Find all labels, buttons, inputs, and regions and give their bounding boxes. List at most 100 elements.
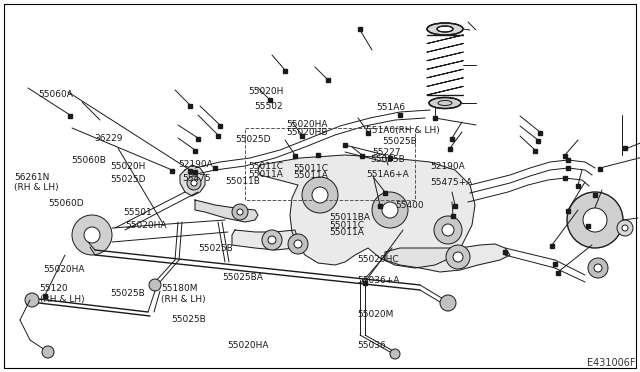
Text: 55020HA: 55020HA: [287, 121, 328, 129]
Text: 55036: 55036: [357, 341, 386, 350]
Bar: [576, 184, 580, 188]
Bar: [245, 128, 415, 200]
Polygon shape: [232, 230, 298, 250]
Text: 55060B: 55060B: [72, 156, 106, 165]
Bar: [383, 191, 387, 195]
Ellipse shape: [429, 97, 461, 109]
Text: 55036+A: 55036+A: [357, 276, 399, 285]
Bar: [398, 113, 402, 117]
Bar: [536, 139, 540, 143]
Bar: [593, 193, 596, 197]
Circle shape: [237, 209, 243, 215]
Circle shape: [262, 230, 282, 250]
Ellipse shape: [437, 26, 453, 32]
Bar: [316, 153, 320, 157]
Polygon shape: [180, 165, 205, 196]
Text: 55060D: 55060D: [48, 199, 84, 208]
Bar: [284, 69, 287, 73]
Text: 55020HC: 55020HC: [357, 255, 399, 264]
Bar: [378, 204, 381, 208]
Text: 551A0(RH & LH): 551A0(RH & LH): [366, 126, 440, 135]
Text: 52190A: 52190A: [178, 160, 212, 169]
Text: 55025B: 55025B: [383, 137, 417, 146]
Bar: [533, 149, 537, 153]
Circle shape: [382, 202, 398, 218]
Bar: [453, 204, 457, 208]
Text: 52190A: 52190A: [430, 162, 465, 171]
Text: 55025B: 55025B: [172, 315, 206, 324]
Text: 55502: 55502: [255, 102, 284, 110]
Bar: [170, 169, 173, 173]
Text: 55025BA: 55025BA: [223, 273, 264, 282]
Text: 55025B: 55025B: [198, 244, 233, 253]
Bar: [364, 281, 367, 285]
Bar: [193, 149, 196, 153]
Text: 55475: 55475: [182, 174, 211, 183]
Circle shape: [187, 176, 201, 190]
Text: 55025D: 55025D: [236, 135, 271, 144]
Circle shape: [372, 192, 408, 228]
Bar: [358, 27, 362, 31]
Bar: [503, 250, 507, 254]
Bar: [366, 131, 370, 135]
Text: 55020H: 55020H: [110, 162, 145, 171]
Bar: [566, 166, 570, 170]
Circle shape: [25, 293, 39, 307]
Circle shape: [446, 245, 470, 269]
Circle shape: [268, 236, 276, 244]
Text: 55025D: 55025D: [110, 175, 145, 184]
Polygon shape: [195, 200, 258, 222]
Text: 55400: 55400: [396, 201, 424, 210]
Text: 55227: 55227: [372, 148, 401, 157]
Circle shape: [583, 208, 607, 232]
Bar: [563, 176, 567, 180]
Circle shape: [312, 187, 328, 203]
Bar: [451, 214, 455, 218]
Bar: [538, 131, 541, 135]
Bar: [556, 271, 560, 275]
Bar: [326, 78, 330, 82]
Text: 55020HB: 55020HB: [287, 128, 328, 137]
Bar: [566, 209, 570, 213]
Bar: [433, 116, 436, 120]
Bar: [293, 154, 297, 158]
Bar: [563, 154, 567, 158]
Bar: [196, 137, 200, 141]
Bar: [68, 114, 72, 118]
Circle shape: [390, 349, 400, 359]
Circle shape: [434, 216, 462, 244]
Circle shape: [588, 258, 608, 278]
Text: 36229: 36229: [95, 134, 124, 143]
Text: 55011C: 55011C: [330, 221, 365, 230]
Bar: [586, 224, 589, 228]
Circle shape: [440, 295, 456, 311]
Circle shape: [594, 264, 602, 272]
Bar: [388, 156, 392, 160]
Circle shape: [453, 252, 463, 262]
Bar: [598, 167, 602, 171]
Bar: [623, 146, 627, 150]
Text: 55020HA: 55020HA: [125, 221, 166, 230]
Text: 55025B: 55025B: [370, 155, 404, 164]
Circle shape: [84, 227, 100, 243]
Circle shape: [622, 225, 628, 231]
Circle shape: [232, 204, 248, 220]
Bar: [550, 244, 554, 248]
Circle shape: [149, 279, 161, 291]
Circle shape: [72, 215, 112, 255]
Text: E431006F: E431006F: [586, 358, 635, 368]
Text: 55011A: 55011A: [248, 170, 283, 179]
Text: 55180M
(RH & LH): 55180M (RH & LH): [161, 284, 206, 304]
Bar: [566, 158, 570, 162]
Bar: [218, 124, 221, 128]
Text: 55475+A: 55475+A: [430, 178, 472, 187]
Text: 55060A: 55060A: [38, 90, 73, 99]
Circle shape: [288, 234, 308, 254]
Bar: [268, 98, 272, 102]
Circle shape: [191, 180, 197, 186]
Bar: [343, 143, 347, 147]
Bar: [216, 134, 220, 138]
Text: 55011C: 55011C: [293, 164, 328, 173]
Polygon shape: [258, 155, 475, 268]
Circle shape: [442, 224, 454, 236]
